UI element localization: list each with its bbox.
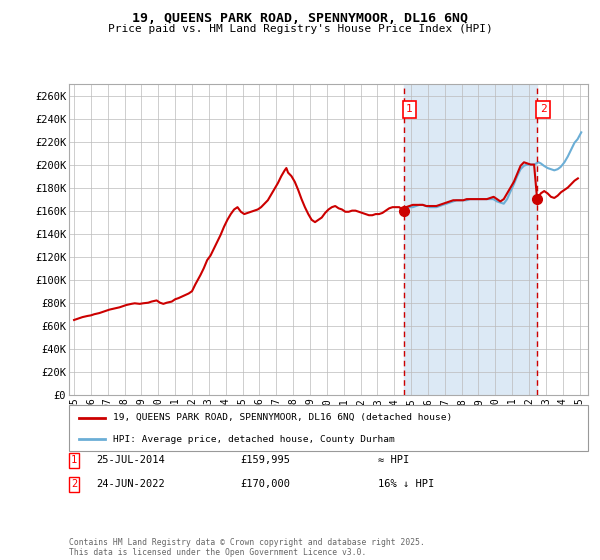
Bar [404,84,537,395]
Text: 24-JUN-2022: 24-JUN-2022 [96,479,165,489]
Text: 25-JUL-2014: 25-JUL-2014 [96,455,165,465]
Text: 19, QUEENS PARK ROAD, SPENNYMOOR, DL16 6NQ (detached house): 19, QUEENS PARK ROAD, SPENNYMOOR, DL16 6… [113,413,452,422]
Text: HPI: Average price, detached house, County Durham: HPI: Average price, detached house, Coun… [113,435,395,444]
Text: 1: 1 [71,455,77,465]
Text: 2: 2 [71,479,77,489]
Text: 19, QUEENS PARK ROAD, SPENNYMOOR, DL16 6NQ: 19, QUEENS PARK ROAD, SPENNYMOOR, DL16 6… [132,12,468,25]
Text: 2: 2 [539,104,547,114]
Text: Price paid vs. HM Land Registry's House Price Index (HPI): Price paid vs. HM Land Registry's House … [107,24,493,34]
Text: £159,995: £159,995 [240,455,290,465]
Text: 16% ↓ HPI: 16% ↓ HPI [378,479,434,489]
Text: £170,000: £170,000 [240,479,290,489]
Text: ≈ HPI: ≈ HPI [378,455,409,465]
Text: 1: 1 [406,104,413,114]
Text: Contains HM Land Registry data © Crown copyright and database right 2025.
This d: Contains HM Land Registry data © Crown c… [69,538,425,557]
